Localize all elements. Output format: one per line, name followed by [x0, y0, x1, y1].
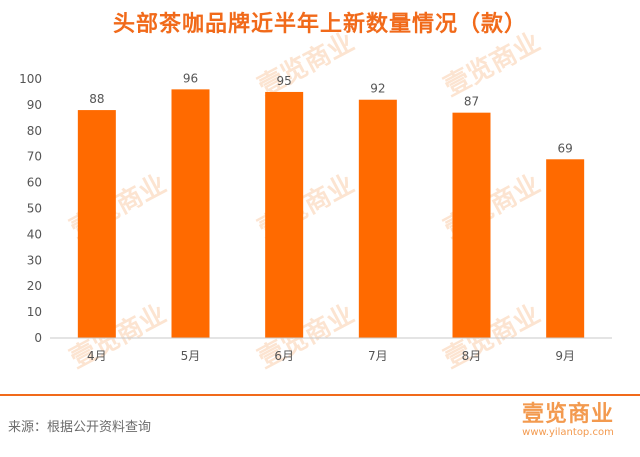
x-tick-label: 9月 — [555, 349, 575, 363]
chart-title: 头部茶咖品牌近半年上新数量情况（款） — [112, 12, 527, 37]
data-label: 95 — [277, 74, 292, 88]
x-tick-label: 6月 — [274, 349, 294, 363]
bar — [452, 112, 491, 338]
data-label: 96 — [183, 71, 198, 85]
y-tick-label: 30 — [27, 253, 42, 267]
bar — [358, 99, 397, 338]
brand-block: 壹览商业 www.yilantop.com — [522, 403, 614, 439]
y-tick-label: 10 — [27, 305, 42, 319]
bar — [265, 91, 304, 338]
y-tick-label: 20 — [27, 279, 42, 293]
x-tick-label: 4月 — [87, 349, 107, 363]
x-tick-label: 8月 — [462, 349, 482, 363]
data-label: 88 — [89, 92, 104, 106]
y-tick-label: 80 — [27, 124, 42, 138]
source-note: 来源：根据公开资料查询 — [8, 420, 152, 435]
x-axis: 4月 5月 6月 7月 8月 9月 — [50, 337, 612, 363]
footer-divider — [0, 394, 640, 396]
y-tick-label: 50 — [27, 202, 42, 216]
y-tick-label: 60 — [27, 176, 42, 190]
x-tick-label: 7月 — [368, 349, 388, 363]
data-label: 87 — [464, 95, 479, 109]
brand-url: www.yilantop.com — [522, 427, 614, 438]
watermark-mark: 壹览商业 — [253, 26, 359, 102]
y-tick-label: 100 — [19, 72, 42, 86]
watermark-mark: 壹览商业 — [439, 26, 545, 102]
bar — [171, 89, 210, 338]
data-label: 92 — [370, 82, 385, 96]
y-tick-label: 40 — [27, 227, 42, 241]
y-tick-label: 70 — [27, 150, 42, 164]
x-tick-label: 5月 — [181, 349, 201, 363]
bar — [77, 110, 116, 338]
data-label: 69 — [558, 141, 573, 155]
bar-series: 88 96 95 92 87 69 — [77, 71, 585, 338]
brand-logo: 壹览商业 — [521, 402, 614, 427]
bar — [546, 159, 585, 338]
y-axis: 0 10 20 30 40 50 60 70 80 90 100 — [19, 72, 42, 345]
y-tick-label: 0 — [34, 331, 42, 345]
y-tick-label: 90 — [27, 98, 42, 112]
